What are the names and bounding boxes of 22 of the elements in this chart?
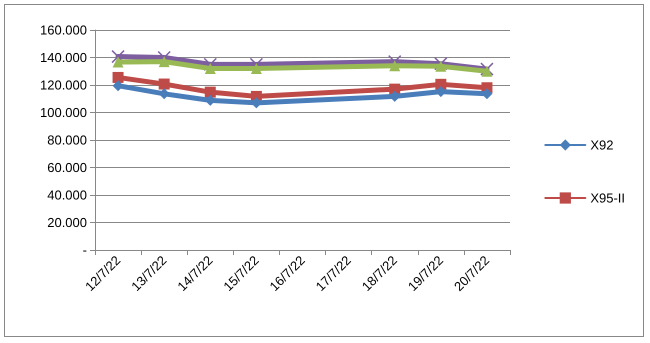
y-tick-label: 60.000 [47,160,87,175]
point [204,86,216,98]
legend-label: X95-II [590,190,626,206]
point [480,62,494,76]
point [250,63,262,74]
point [389,60,400,72]
y-tick-label: 140.000 [40,50,87,65]
y-tick-label: 100.000 [40,105,87,120]
y-tick-label: 40.000 [47,188,87,202]
y-tick-label: 80.000 [47,132,87,148]
point [158,78,170,90]
point [204,63,216,74]
y-tick-label: 120.000 [40,78,87,92]
y-tick-label: 160.000 [40,22,87,38]
y-tick-label: - [82,242,87,258]
legend-label: X92 [590,138,614,152]
y-tick-label: 20.000 [47,215,87,230]
point [435,60,446,72]
point [112,56,124,68]
point [481,66,492,77]
point [158,56,170,68]
point [112,72,124,83]
